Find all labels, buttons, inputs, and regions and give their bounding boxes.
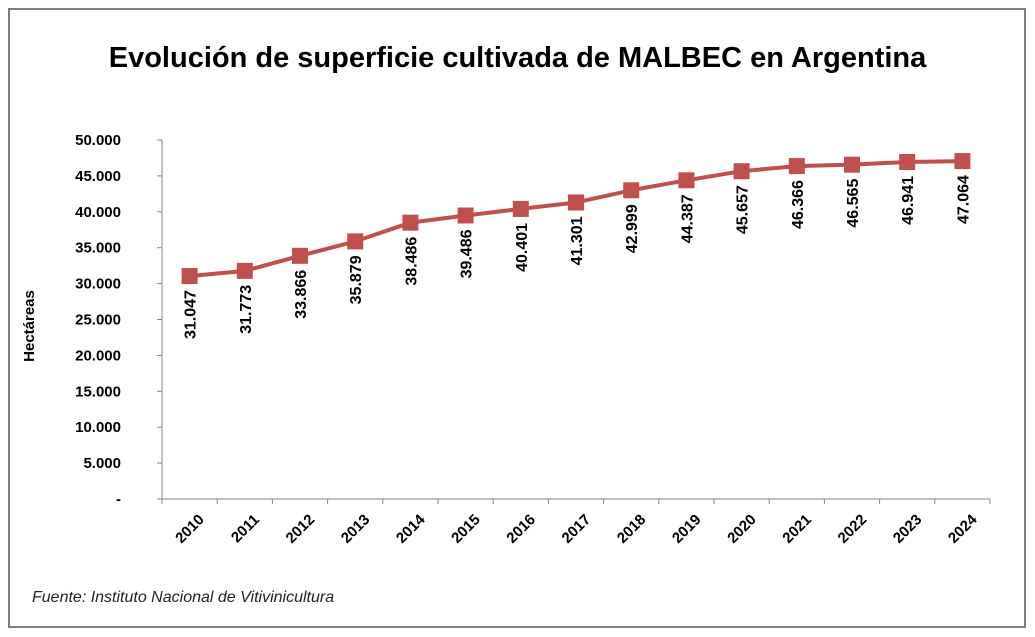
data-label: 46.366 — [790, 180, 807, 229]
data-label: 47.064 — [955, 175, 972, 224]
x-tick-label: 2014 — [393, 511, 429, 547]
y-tick-label: 45.000 — [75, 168, 121, 185]
y-tick-label: 35.000 — [75, 240, 121, 257]
x-tick-label: 2023 — [890, 511, 926, 547]
x-tick-label: 2018 — [614, 511, 650, 547]
data-label: 39.486 — [459, 229, 476, 278]
data-label: 46.941 — [900, 176, 917, 225]
x-tick-label: 2022 — [835, 511, 871, 547]
chart-title: Evolución de superficie cultivada de MAL… — [108, 42, 927, 74]
x-tick-label: 2024 — [945, 511, 981, 547]
data-point-marker — [347, 233, 364, 250]
data-label: 44.387 — [679, 194, 696, 243]
x-tick-label: 2015 — [448, 511, 484, 547]
x-tick-label: 2016 — [503, 511, 539, 547]
x-tick-label: 2010 — [172, 511, 208, 547]
data-point-marker — [678, 172, 695, 189]
y-axis-title: Hectáreas — [21, 290, 38, 362]
source-note: Fuente: Instituto Nacional de Vitivinicu… — [32, 589, 335, 606]
data-point-marker — [568, 194, 584, 211]
data-point-marker — [623, 182, 640, 199]
data-point-marker — [292, 247, 308, 264]
x-tick-label: 2012 — [283, 511, 319, 547]
data-label: 40.401 — [514, 223, 531, 272]
data-label: 31.047 — [183, 290, 200, 339]
y-tick-label: 10.000 — [75, 419, 121, 436]
chart-frame — [8, 8, 1026, 628]
y-tick-label: 40.000 — [75, 204, 121, 221]
data-label: 31.773 — [238, 285, 255, 334]
data-point-marker — [899, 153, 916, 170]
data-label: 42.999 — [624, 204, 641, 253]
y-tick-label: 5.000 — [83, 455, 121, 472]
x-tick-label: 2019 — [669, 511, 705, 547]
y-tick-label: - — [116, 491, 121, 508]
x-tick-label: 2013 — [338, 511, 374, 547]
y-tick-label: 30.000 — [75, 276, 121, 293]
x-tick-label: 2020 — [724, 511, 760, 547]
x-tick-label: 2021 — [779, 511, 815, 547]
data-point-marker — [512, 200, 529, 217]
data-point-marker — [181, 268, 198, 285]
data-point-marker — [954, 153, 971, 170]
y-tick-label: 25.000 — [75, 312, 121, 329]
data-point-marker — [402, 214, 419, 231]
y-tick-label: 50.000 — [75, 132, 121, 149]
data-point-marker — [236, 262, 253, 279]
data-point-marker — [457, 207, 474, 224]
data-label: 41.301 — [569, 216, 586, 265]
data-label: 45.657 — [735, 185, 752, 234]
data-label: 35.879 — [348, 255, 365, 304]
x-tick-label: 2017 — [559, 511, 595, 547]
x-tick-label: 2011 — [228, 511, 263, 546]
data-label: 46.565 — [845, 179, 862, 228]
data-point-marker — [844, 156, 860, 173]
data-label: 33.866 — [293, 270, 310, 319]
data-label: 38.486 — [403, 237, 420, 286]
y-tick-label: 15.000 — [75, 383, 121, 400]
data-point-marker — [788, 158, 805, 175]
y-tick-label: 20.000 — [75, 347, 121, 364]
data-point-marker — [733, 163, 750, 180]
